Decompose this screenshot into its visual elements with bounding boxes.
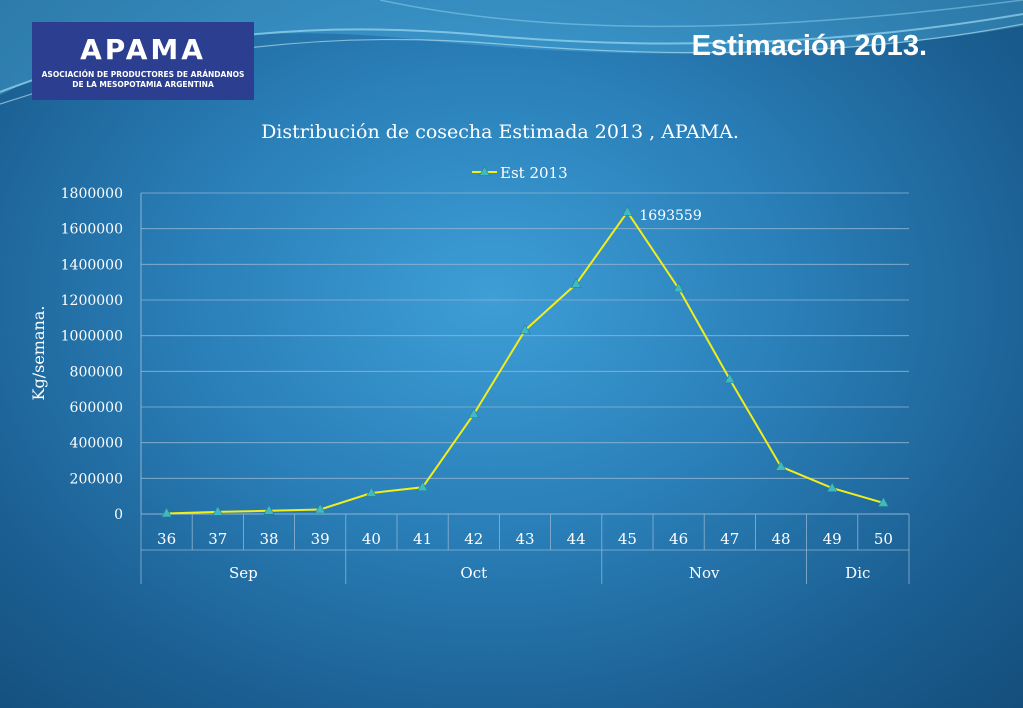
legend-label: Est 2013 [500, 164, 568, 182]
data-point: 38: 18000 [263, 504, 275, 515]
x-tick-label: 42 [464, 530, 483, 548]
month-group-label: Nov [689, 564, 720, 582]
x-tick-label: 45 [618, 530, 637, 548]
y-tick-label: 800000 [70, 364, 123, 380]
slide-title: Estimación 2013. [691, 30, 927, 62]
data-point: 42: 560000 [468, 408, 480, 418]
x-tick-label: 47 [720, 530, 739, 548]
y-tick-label: 200000 [70, 471, 123, 487]
data-point: 47: 755000 [724, 373, 736, 384]
y-tick-label: 0 [114, 507, 123, 523]
data-point: 40: 118000 [365, 486, 377, 497]
x-tick-label: 49 [823, 530, 842, 548]
x-tick-label: 41 [413, 530, 432, 548]
y-tick-label: 600000 [70, 400, 123, 416]
data-point: 43: 1030000 [519, 324, 531, 335]
x-tick-label: 43 [515, 530, 534, 548]
month-group-label: Dic [845, 564, 870, 582]
month-group-label: Sep [229, 564, 258, 582]
series-line [166, 210, 884, 515]
data-point: 39: 25000 [314, 503, 326, 514]
x-tick-label: 48 [771, 530, 790, 548]
data-label: 1693559 [639, 208, 701, 224]
data-point: 49: 145000 [826, 482, 838, 492]
chart-title: Distribución de cosecha Estimada 2013 , … [261, 121, 739, 143]
y-tick-label: 1200000 [61, 293, 123, 309]
x-tick-label: 50 [874, 530, 893, 548]
data-point: 48: 265000 [775, 460, 787, 471]
data-point: 37: 12000 [212, 505, 224, 516]
data-point: 50: 62000 [877, 496, 889, 507]
y-tick-label: 1600000 [61, 222, 123, 238]
x-tick-label: 39 [311, 530, 330, 548]
data-point: 36: 3000 [161, 507, 173, 518]
y-tick-label: 1000000 [61, 329, 123, 345]
legend-marker [478, 165, 491, 176]
x-tick-label: 38 [259, 530, 278, 548]
data-point: 41: 150000 [417, 481, 429, 492]
data-point: 46: 1265000 [673, 282, 685, 293]
y-tick-label: 1800000 [61, 186, 123, 202]
chart-legend: Est 2013 [472, 164, 568, 182]
data-point: 44: 1290000 [570, 277, 582, 288]
logo-name: APAMA [80, 33, 206, 66]
y-axis-label: Kg/semana. [29, 306, 48, 401]
y-tick-label: 400000 [70, 436, 123, 452]
data-point: 45: 1693559 [621, 205, 633, 216]
x-tick-label: 44 [567, 530, 586, 548]
x-tick-label: 46 [669, 530, 688, 548]
apama-logo: APAMA ASOCIACIÓN DE PRODUCTORES DE ARÁND… [32, 22, 254, 100]
x-tick-label: 40 [362, 530, 381, 548]
y-tick-label: 1400000 [61, 257, 123, 273]
x-tick-label: 37 [208, 530, 227, 548]
logo-subtitle: ASOCIACIÓN DE PRODUCTORES DE ARÁNDANOS D… [41, 70, 245, 89]
month-group-label: Oct [460, 564, 487, 582]
x-tick-label: 36 [157, 530, 176, 548]
